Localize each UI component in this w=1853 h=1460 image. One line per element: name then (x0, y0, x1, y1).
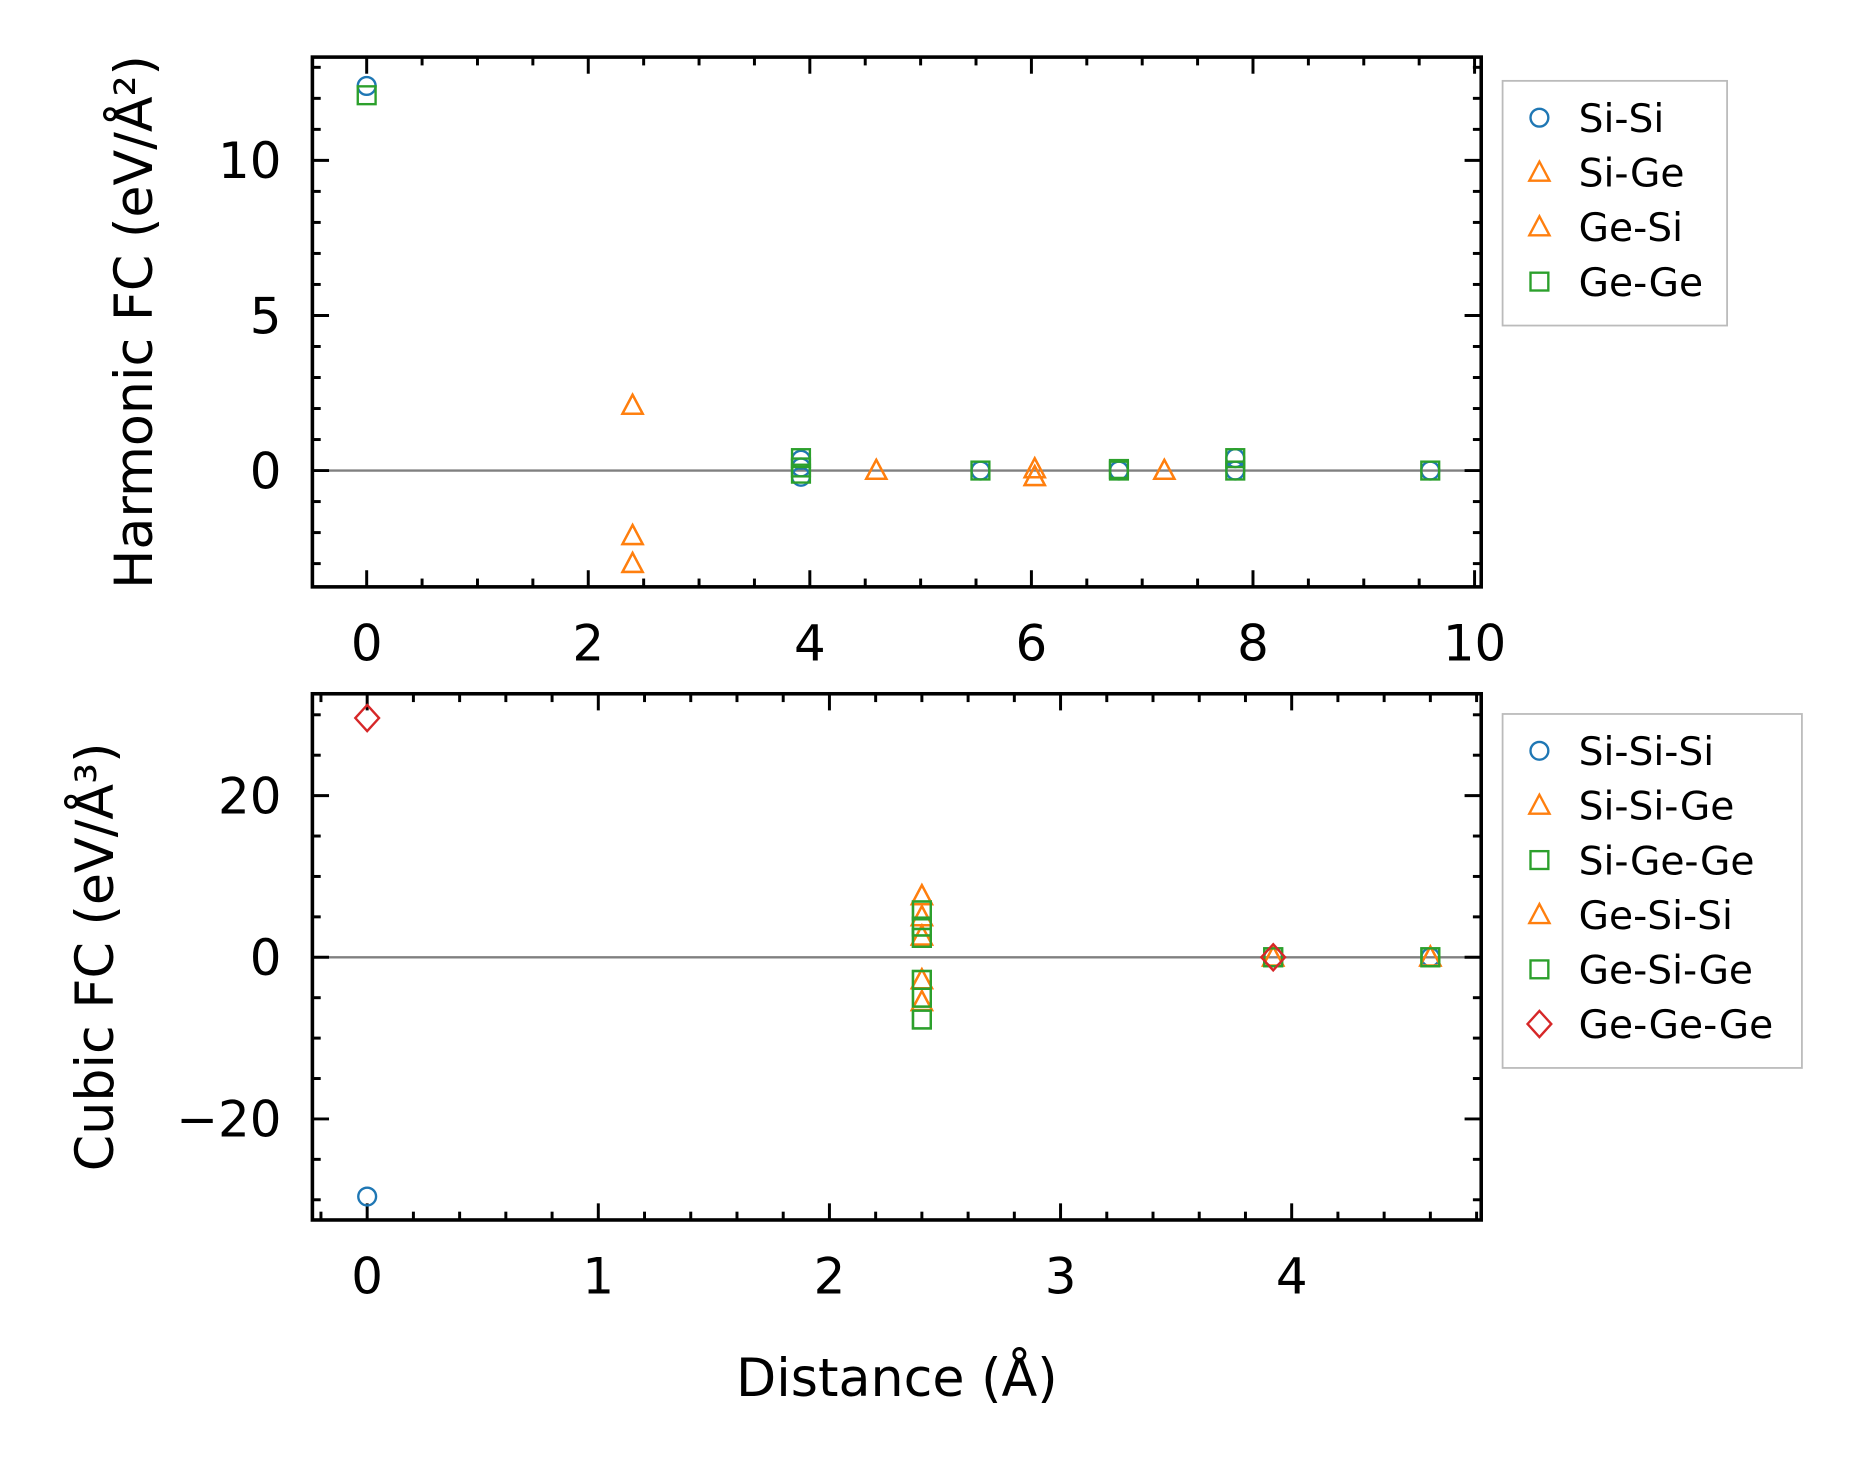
legend-label: Si-Si-Si (1579, 730, 1715, 775)
x-tick-label: 4 (1276, 1248, 1308, 1306)
legend-label: Si-Si-Ge (1579, 785, 1735, 830)
data-point (911, 1009, 932, 1030)
x-tick-label: 8 (1237, 615, 1269, 673)
series-si-si-si (357, 947, 1441, 1207)
y-tick-label: 5 (250, 287, 282, 345)
series-si-si (356, 75, 1441, 487)
data-point (620, 550, 645, 574)
legend-marker (1529, 271, 1550, 292)
data-point (357, 1186, 378, 1207)
legend-label: Ge-Si-Si (1579, 894, 1733, 939)
legend-box (1501, 79, 1728, 327)
legend-marker (1529, 959, 1550, 980)
legend: Si-Si Si-Ge Ge-Si Ge-Ge (1501, 79, 1728, 327)
legend-label: Si-Si (1579, 97, 1665, 142)
y-axis-label: Harmonic FC (eV/Å²) (103, 55, 165, 589)
data-point (620, 392, 645, 415)
x-tick-label: 6 (1016, 615, 1048, 673)
data-point (1420, 947, 1441, 968)
data-point (911, 927, 932, 948)
data-point (1108, 460, 1130, 481)
data-point (864, 457, 889, 481)
x-tick-label: 4 (794, 615, 826, 673)
legend-marker (1527, 213, 1552, 237)
series-si-ge-ge (911, 900, 1441, 1030)
series-si-si-ge (909, 882, 1443, 1012)
legend-label: Si-Ge (1579, 152, 1685, 197)
legend-marker (1529, 849, 1550, 871)
data-point (620, 550, 645, 574)
series-ge-ge-ge (353, 703, 1287, 973)
axes-frame (310, 55, 1483, 589)
data-point (1420, 460, 1441, 481)
legend-marker (1527, 792, 1552, 815)
x-tick-label: 0 (351, 615, 383, 673)
legend: Si-Si-Si Si-Si-Ge Si-Ge-Ge Ge-Si-Si Ge-Si-Ge… (1501, 713, 1803, 1069)
legend-label: Ge-Si (1579, 206, 1683, 251)
y-tick-label: 0 (250, 929, 282, 987)
data-point (911, 987, 932, 1008)
legend-marker (1527, 901, 1552, 925)
data-point (1225, 460, 1246, 481)
y-tick-label: 10 (218, 132, 281, 190)
y-tick-label: −20 (176, 1091, 281, 1149)
series-ge-ge (356, 85, 1441, 484)
data-point (620, 522, 645, 546)
x-tick-label: 1 (582, 1248, 614, 1306)
y-tick-label: 20 (218, 767, 281, 825)
legend-label: Ge-Ge (1579, 261, 1704, 306)
data-point (911, 916, 932, 937)
data-point (356, 85, 377, 106)
data-point (1022, 455, 1047, 479)
data-point (790, 463, 812, 484)
data-point (1259, 942, 1287, 973)
y-axis-label: Cubic FC (eV/Å³) (64, 743, 126, 1172)
x-tick-label: 2 (572, 615, 604, 673)
data-point (909, 903, 934, 927)
series-ge-si (620, 392, 1177, 574)
data-point (1022, 463, 1047, 487)
legend-marker (1527, 159, 1552, 182)
data-point (909, 903, 934, 927)
cubic-fc-axes: 0 1 2 3 4 −20 0 20 Cubic FC (eV/Å³) Distance (Å) S… (64, 691, 1803, 1409)
legend-marker (1529, 107, 1550, 128)
x-tick-label: 3 (1045, 1248, 1077, 1306)
legend-label: Ge-Ge-Ge (1579, 1003, 1774, 1048)
data-point (620, 522, 645, 546)
axes-frame (310, 691, 1483, 1222)
x-tick-label: 10 (1443, 615, 1506, 673)
data-point (1263, 947, 1284, 968)
x-tick-label: 2 (814, 1248, 846, 1306)
data-point (970, 460, 991, 481)
legend-marker (1525, 1009, 1553, 1039)
data-point (1152, 457, 1177, 481)
x-axis-label: Distance (Å) (736, 1347, 1058, 1409)
legend-label: Si-Ge-Ge (1579, 839, 1755, 884)
data-point (353, 703, 381, 733)
legend-box (1501, 713, 1803, 1069)
data-point (911, 900, 932, 921)
y-tick-label: 0 (250, 442, 282, 500)
data-point (1225, 448, 1246, 469)
data-point (620, 392, 645, 415)
series-ge-si-si (909, 882, 1443, 1012)
x-tick-label: 0 (351, 1248, 383, 1306)
data-point (1022, 463, 1047, 487)
legend-label: Ge-Si-Ge (1579, 949, 1753, 994)
series-ge-si-ge (911, 900, 1441, 1030)
harmonic-fc-axes: 0 2 4 6 8 10 0 5 10 Harmonic FC (eV/Å²) Si-Si Si-Ge… (103, 55, 1728, 673)
legend-marker (1529, 740, 1550, 761)
data-point (911, 1009, 932, 1030)
series-si-ge (620, 392, 1177, 574)
